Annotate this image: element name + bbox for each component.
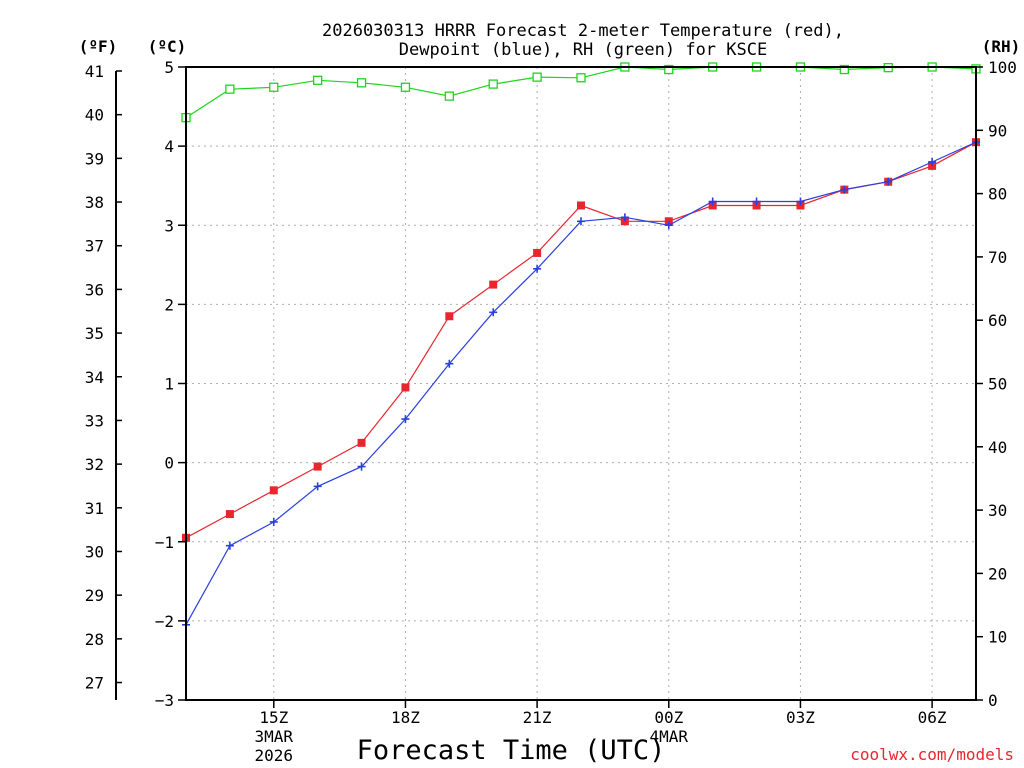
temperature-point bbox=[445, 312, 454, 321]
celsius-tick-label: −3 bbox=[155, 691, 174, 710]
chart-title-line-1: 2026030313 HRRR Forecast 2-meter Tempera… bbox=[322, 21, 844, 41]
dewpoint-point bbox=[445, 359, 454, 368]
fahrenheit-tick-label: 33 bbox=[85, 411, 104, 430]
x-tick-date-label: 3MAR bbox=[255, 727, 294, 746]
x-tick-label: 15Z bbox=[259, 708, 288, 727]
dewpoint-point bbox=[620, 213, 629, 222]
rh-tick-label: 90 bbox=[988, 121, 1007, 140]
fahrenheit-tick-label: 30 bbox=[85, 542, 104, 561]
temperature-point bbox=[577, 201, 585, 210]
rh-point bbox=[444, 91, 454, 101]
rh-tick-label: 30 bbox=[988, 501, 1007, 520]
series-layer bbox=[181, 62, 981, 629]
fahrenheit-tick-label: 27 bbox=[85, 674, 104, 693]
rh-tick-label: 60 bbox=[988, 311, 1007, 330]
temperature-point bbox=[313, 462, 322, 471]
rh-tick-label: 100 bbox=[988, 58, 1017, 77]
dewpoint-point bbox=[401, 415, 410, 424]
rh-point bbox=[839, 64, 849, 75]
rh-point bbox=[576, 73, 586, 83]
rh-tick-label: 80 bbox=[988, 185, 1007, 204]
celsius-tick-label: 2 bbox=[164, 295, 174, 314]
dewpoint-point bbox=[840, 185, 849, 194]
rh-tick-label: 10 bbox=[988, 628, 1007, 647]
celsius-tick-label: −2 bbox=[155, 612, 174, 631]
rh-tick-label: 40 bbox=[988, 438, 1007, 457]
x-tick-label: 03Z bbox=[786, 708, 815, 727]
dewpoint-point bbox=[489, 308, 498, 317]
chart-title-line-2: Dewpoint (blue), RH (green) for KSCE bbox=[399, 40, 767, 60]
fahrenheit-tick-label: 35 bbox=[85, 324, 104, 343]
dewpoint-point bbox=[225, 541, 234, 550]
grid-lines bbox=[186, 67, 976, 700]
rh-point bbox=[400, 82, 411, 92]
x-axis-label: Forecast Time (UTC) bbox=[357, 735, 666, 766]
dewpoint-point bbox=[664, 221, 673, 230]
rh-point bbox=[225, 84, 235, 94]
dewpoint-point bbox=[884, 177, 893, 186]
rh-tick-label: 20 bbox=[988, 564, 1007, 583]
fahrenheit-tick-label: 29 bbox=[85, 586, 104, 605]
dewpoint-point bbox=[313, 482, 322, 491]
fahrenheit-tick-label: 41 bbox=[85, 62, 104, 81]
celsius-unit-label: (ºC) bbox=[148, 37, 187, 56]
rh-point bbox=[488, 79, 498, 89]
x-tick-year-label: 2026 bbox=[255, 746, 294, 765]
x-tick-label: 06Z bbox=[918, 708, 947, 727]
temperature-point bbox=[489, 280, 498, 289]
celsius-tick-label: −1 bbox=[155, 533, 174, 552]
dewpoint-point bbox=[357, 462, 366, 471]
fahrenheit-tick-label: 34 bbox=[85, 368, 104, 387]
x-tick-label: 00Z bbox=[654, 708, 683, 727]
temperature-point bbox=[357, 438, 366, 447]
x-tick-label: 21Z bbox=[523, 708, 552, 727]
rh-point bbox=[313, 75, 323, 85]
celsius-tick-label: 0 bbox=[164, 454, 174, 473]
temperature-point bbox=[401, 383, 410, 392]
dewpoint-point bbox=[928, 157, 937, 166]
celsius-tick-label: 1 bbox=[164, 375, 174, 394]
x-tick-date-label: 4MAR bbox=[650, 727, 689, 746]
fahrenheit-tick-label: 38 bbox=[85, 193, 104, 212]
temperature-point bbox=[533, 248, 542, 257]
temperature-point bbox=[225, 510, 234, 519]
fahrenheit-tick-label: 32 bbox=[85, 455, 104, 474]
rh-tick-label: 70 bbox=[988, 248, 1007, 267]
dewpoint-point bbox=[708, 197, 717, 206]
celsius-tick-label: 4 bbox=[164, 137, 174, 156]
dewpoint-series-line bbox=[185, 141, 977, 626]
fahrenheit-unit-label: (ºF) bbox=[79, 37, 118, 56]
dewpoint-point bbox=[269, 517, 278, 526]
dewpoint-point bbox=[577, 217, 585, 226]
fahrenheit-tick-label: 28 bbox=[85, 630, 104, 649]
fahrenheit-tick-label: 37 bbox=[85, 237, 104, 256]
dewpoint-point bbox=[796, 197, 805, 206]
fahrenheit-tick-label: 31 bbox=[85, 499, 104, 518]
celsius-tick-label: 3 bbox=[164, 216, 174, 235]
dewpoint-point bbox=[533, 264, 542, 273]
temperature-point bbox=[269, 486, 278, 495]
watermark-text: coolwx.com/models bbox=[850, 745, 1014, 764]
rh-tick-label: 0 bbox=[988, 691, 998, 710]
rh-unit-label: (RH) bbox=[982, 37, 1021, 56]
celsius-tick-label: 5 bbox=[164, 58, 174, 77]
dewpoint-point bbox=[752, 197, 761, 206]
fahrenheit-tick-label: 40 bbox=[85, 106, 104, 125]
rh-point bbox=[532, 72, 542, 82]
rh-point bbox=[269, 82, 279, 92]
rh-tick-label: 50 bbox=[988, 375, 1007, 394]
plot-frame bbox=[185, 66, 977, 701]
x-tick-label: 18Z bbox=[391, 708, 420, 727]
fahrenheit-tick-label: 39 bbox=[85, 149, 104, 168]
fahrenheit-tick-label: 36 bbox=[85, 280, 104, 299]
rh-point bbox=[664, 64, 674, 75]
rh-point bbox=[356, 78, 367, 88]
